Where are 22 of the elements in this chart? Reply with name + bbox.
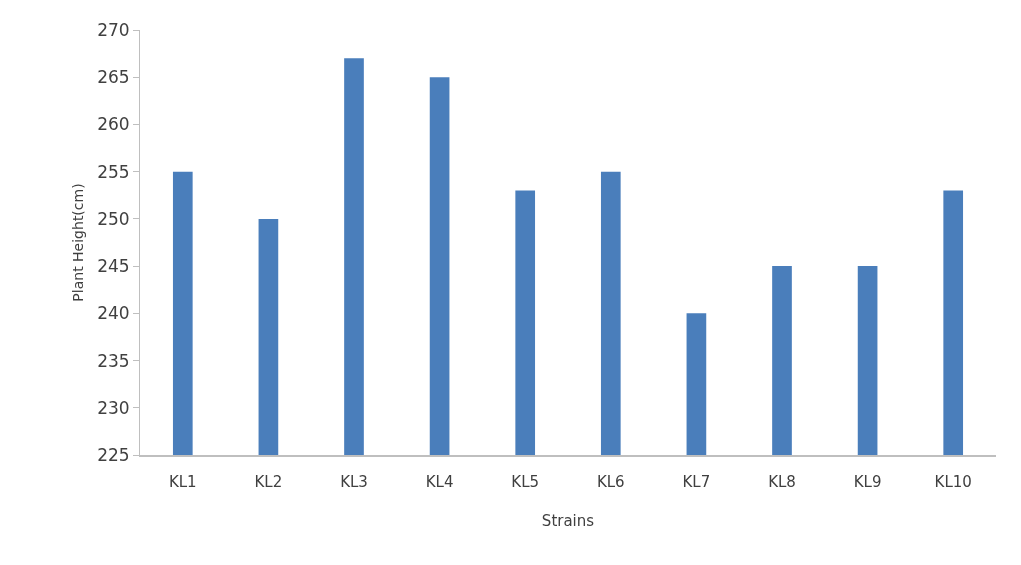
- x-axis-title: Strains: [541, 511, 595, 530]
- x-tick-label: KL10: [934, 473, 972, 491]
- x-tick-label: KL2: [254, 473, 283, 491]
- y-tick-label: 230: [97, 397, 130, 418]
- y-tick-label: 225: [97, 444, 130, 465]
- x-tick-label: KL4: [425, 473, 454, 491]
- y-tick-label: 235: [97, 350, 130, 371]
- y-tick-label: 265: [97, 67, 130, 88]
- x-tick-label: KL9: [853, 473, 882, 491]
- x-tick-label: KL5: [511, 473, 540, 491]
- y-tick-label: 240: [97, 303, 130, 324]
- y-axis-title: Plant Height(cm): [69, 183, 86, 302]
- x-tick-label: KL6: [596, 473, 625, 491]
- x-tick-label: KL7: [682, 473, 711, 491]
- x-tick-label: KL1: [168, 473, 197, 491]
- x-tick-label: KL8: [768, 473, 796, 491]
- y-tick-label: 270: [97, 19, 130, 40]
- x-tick-label: KL3: [340, 473, 368, 491]
- y-tick-label: 250: [97, 208, 130, 229]
- y-tick-label: 245: [97, 256, 130, 277]
- y-tick-label: 260: [97, 114, 130, 135]
- y-tick-label: 255: [97, 161, 130, 182]
